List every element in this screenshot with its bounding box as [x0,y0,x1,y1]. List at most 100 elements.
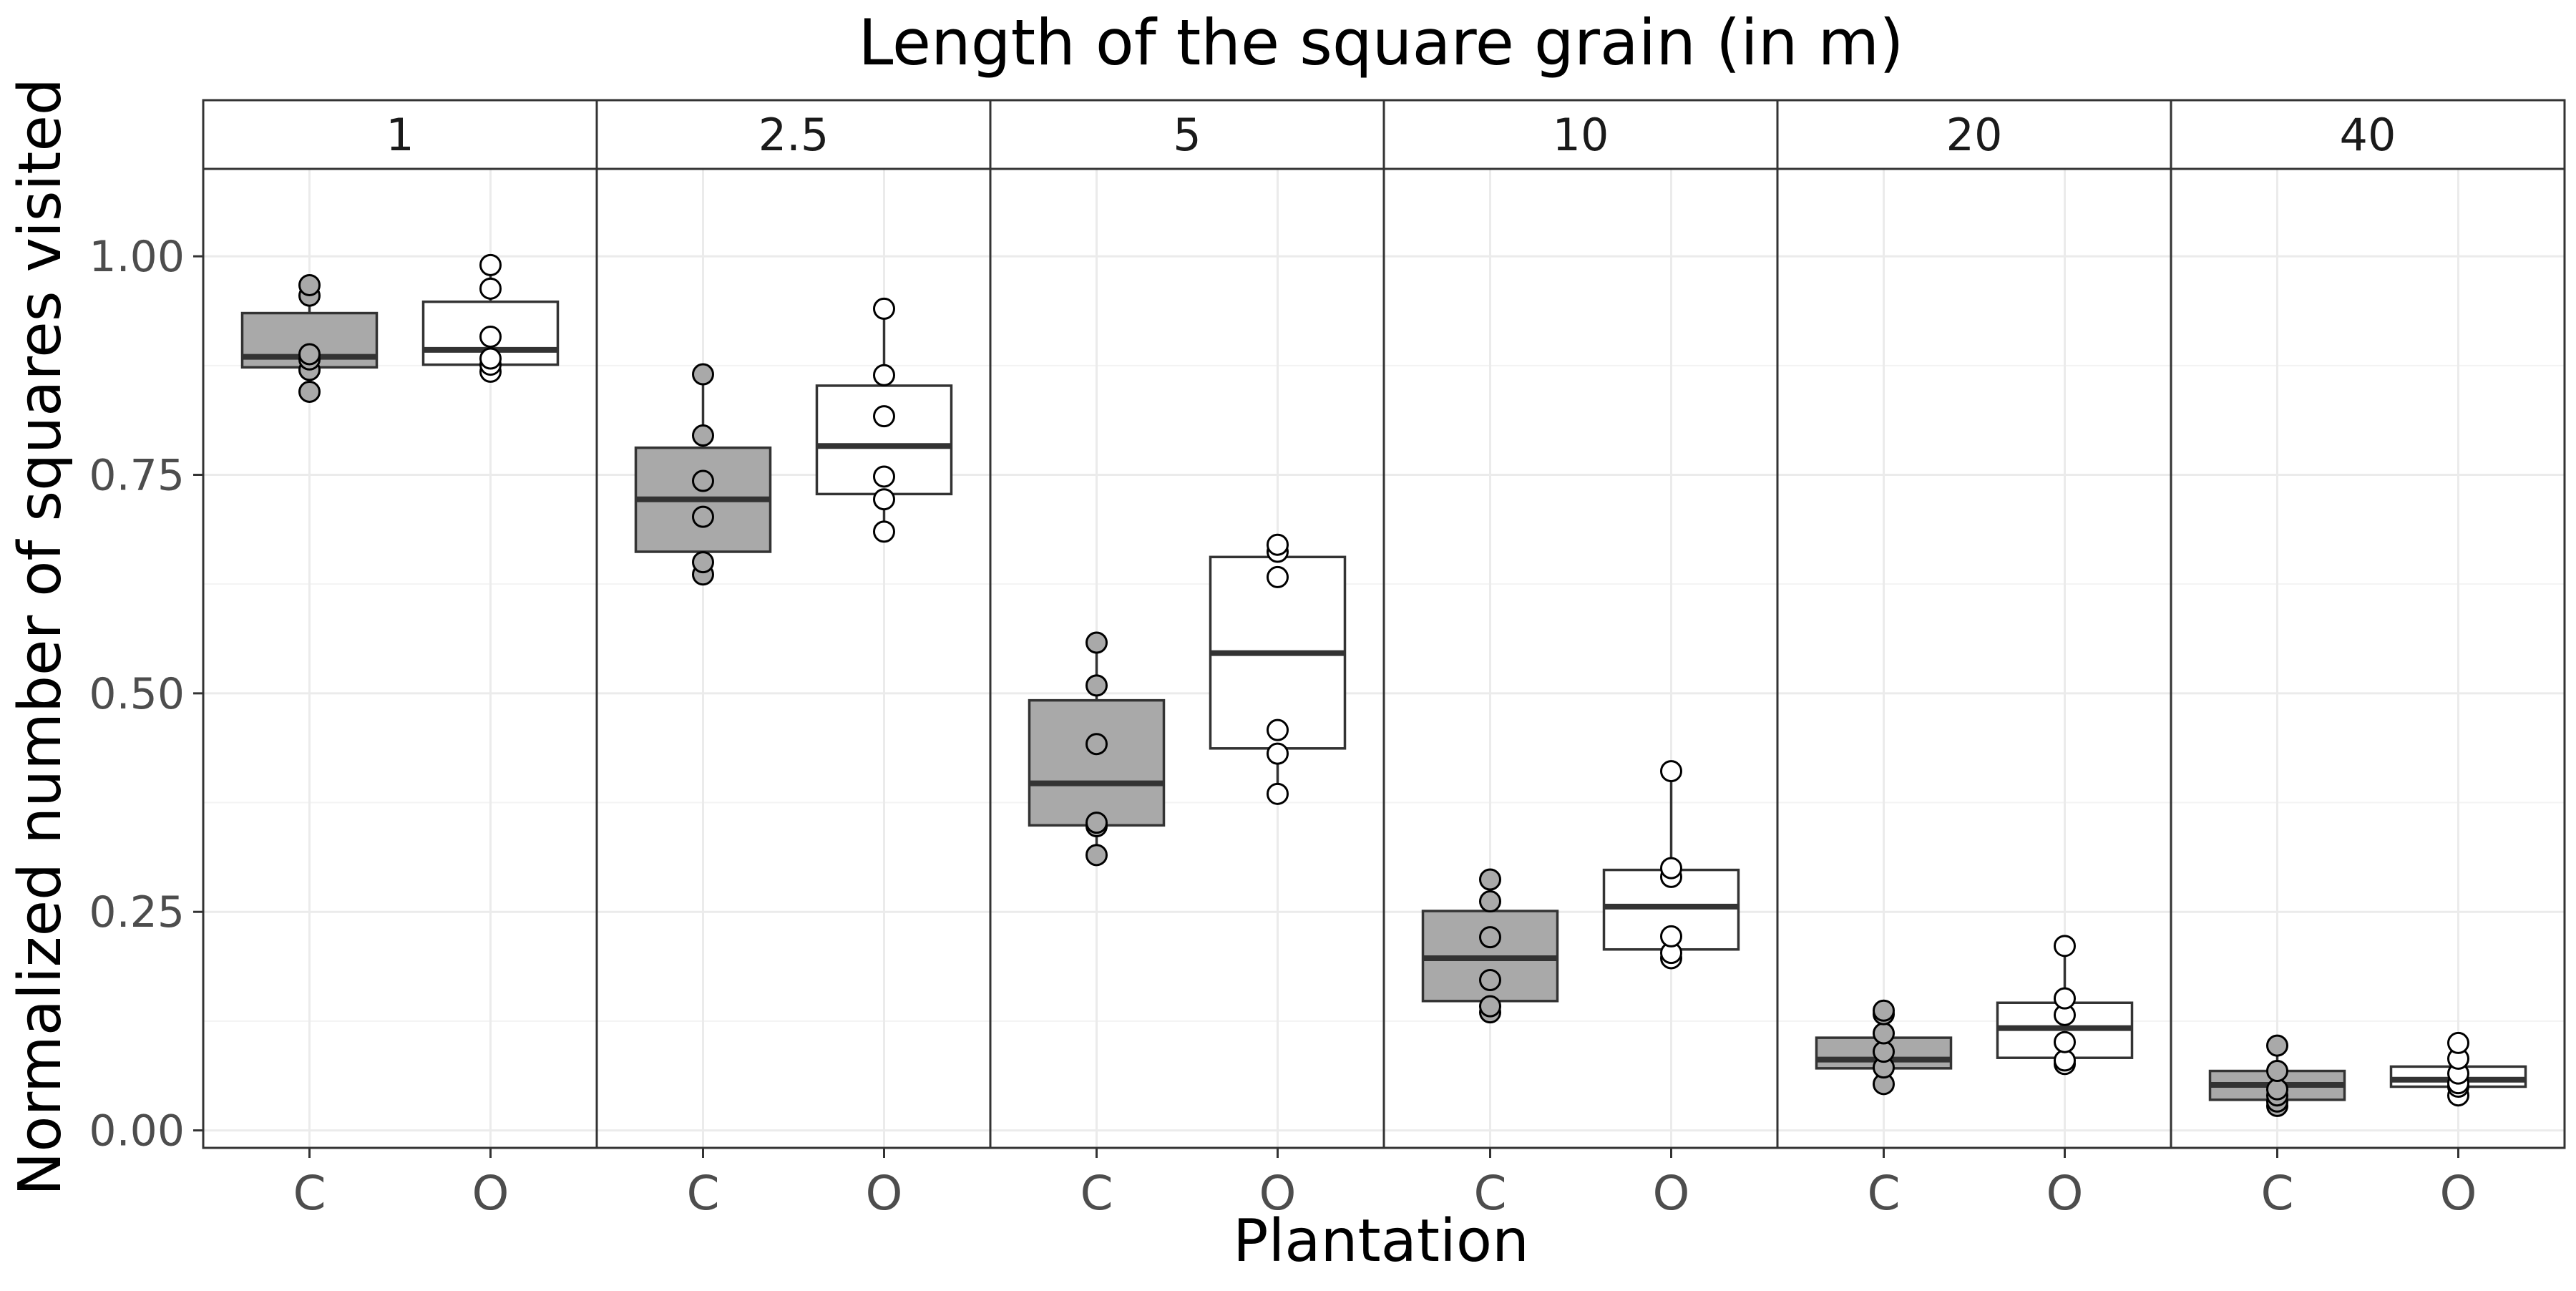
data-point [1479,995,1501,1018]
chart-title: Length of the square grain (in m) [858,6,1903,79]
data-point [692,505,714,528]
data-point [1873,1022,1895,1045]
data-point [873,405,895,428]
data-point [1479,968,1501,991]
data-point [1660,760,1682,783]
panel-border [595,167,992,1149]
data-point [1085,631,1108,654]
y-tick-label: 0.75 [89,451,185,501]
data-point [1479,868,1501,891]
panel-border [2170,167,2566,1149]
data-point [479,326,502,349]
facet-panel-40: 40 [2170,99,2566,1149]
x-tick-label: C [1473,1166,1506,1221]
data-point [1873,1041,1895,1063]
facet-strip [1776,99,2172,170]
boxplot-10-C [1421,868,1559,1024]
boxplot-1-C [240,273,379,403]
data-point [2054,987,2076,1010]
y-tick-label: 0.50 [89,669,185,719]
boxplot-40-C [2208,1034,2346,1117]
facet-strip-label: 1 [386,109,414,161]
boxplot-40-O [2389,1031,2527,1107]
y-axis: 0.00 0.25 0.50 0.75 1.00 [89,232,203,1156]
facet-strip-label: 5 [1173,109,1201,161]
boxplot-20-C [1815,999,1953,1096]
data-point [1085,812,1108,834]
boxplot-2.5-O [815,297,953,543]
boxplot-10-O [1602,760,1740,970]
facet-strip-label: 20 [1946,109,2003,161]
data-point [2266,1034,2288,1057]
facet-strip [1382,99,1779,170]
data-point [2054,935,2076,958]
facet-panel-20: 20 [1776,99,2172,1149]
data-point [1267,533,1289,556]
facet-strip-label: 10 [1553,109,1609,161]
data-point [2266,1060,2288,1083]
data-point [2447,1031,2469,1054]
data-point [1267,782,1289,805]
facet-strip-label: 2.5 [758,109,829,161]
data-point [692,363,714,386]
data-point [2054,1031,2076,1053]
boxplot-2.5-C [634,363,772,586]
data-point [873,364,895,386]
facet-panel-2.5: 2.5 [595,99,992,1149]
data-point [1267,742,1289,765]
facet-strip [202,99,598,170]
boxplot-1-O [421,253,560,383]
x-tick-label: C [1080,1166,1113,1221]
x-tick-label: C [686,1166,719,1221]
data-point [692,469,714,492]
y-tick-label: 0.00 [89,1106,185,1156]
data-point [873,465,895,488]
data-point [298,380,321,403]
data-point [2054,1049,2076,1072]
data-point [1085,733,1108,756]
data-point [873,297,895,320]
x-tick-label: O [472,1166,509,1221]
facet-strip [2170,99,2566,170]
data-point [692,424,714,447]
data-point [479,277,502,300]
panel-border [1776,167,2172,1149]
data-point [1085,674,1108,697]
x-tick-label: C [2260,1166,2293,1221]
data-point [873,488,895,511]
boxplot-5-O [1209,533,1347,805]
y-tick-label: 1.00 [89,232,185,282]
facet-strip [595,99,992,170]
facet-panel-1: 1 [202,99,598,1149]
panels-layer: 1 2.5 5 10 20 40 [202,99,2566,1149]
data-point [692,551,714,574]
boxplot-20-O [1996,935,2134,1076]
facet-strip-label: 40 [2340,109,2396,161]
data-point [1660,925,1682,947]
data-point [1085,844,1108,867]
data-point [1267,565,1289,588]
data-point [479,347,502,370]
data-point [1479,926,1501,949]
x-tick-label: O [866,1166,903,1221]
x-tick-label: C [293,1166,326,1221]
x-tick-label: O [1259,1166,1297,1221]
x-tick-label: C [1867,1166,1900,1221]
data-point [298,273,321,296]
x-tick-label: O [2046,1166,2084,1221]
data-point [1479,890,1501,913]
data-point [1873,999,1895,1022]
data-point [1660,857,1682,880]
facet-panel-5: 5 [989,99,1385,1149]
data-point [1267,718,1289,741]
facet-strip [989,99,1385,170]
data-point [873,520,895,543]
data-point [479,253,502,276]
x-axis-title: Plantation [1233,1207,1529,1275]
box-iqr [1028,698,1166,827]
boxplot-5-C [1028,631,1166,867]
y-axis-title: Normalized number of squares visited [6,78,74,1196]
data-point [2266,1078,2288,1101]
